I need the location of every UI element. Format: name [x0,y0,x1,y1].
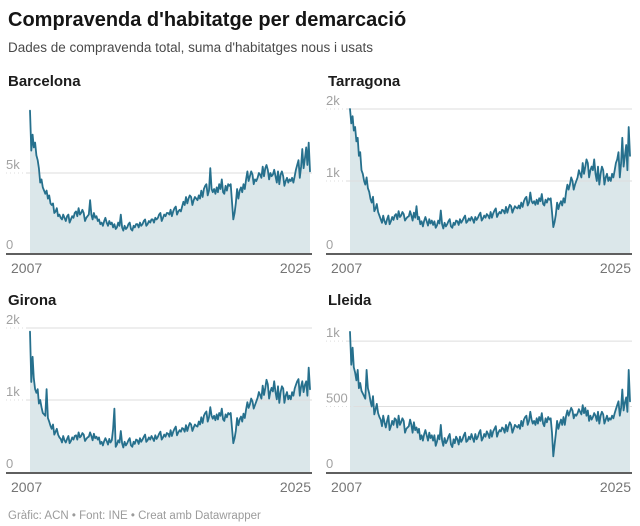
line-chart-lleida: 0 500 1k [326,325,632,474]
y-tick-label: 0 [6,456,13,471]
chart-panel-tarragona: Tarragona 0 1k 2k 2007 2025 [326,72,632,277]
panel-title-tarragona: Tarragona [328,73,401,90]
x-axis-labels: 2007 2025 [326,476,632,496]
chart-panel-girona: Girona 0 1k 2k 2007 2025 [6,291,312,496]
x-axis-labels: 2007 2025 [326,257,632,277]
x-tick-last: 2025 [279,479,311,495]
x-tick-first: 2007 [331,479,363,495]
y-tick-label: 1k [326,325,340,340]
y-tick-label: 0 [6,237,13,252]
area-fill [30,110,310,253]
x-tick-first: 2007 [11,260,43,276]
area-fill [30,331,310,472]
chart-header: Compravenda d'habitatge per demarcació D… [6,8,632,57]
chart-subtitle: Dades de compravenda total, suma d'habit… [8,40,374,55]
y-tick-label: 2k [6,312,20,327]
x-tick-last: 2025 [599,260,631,276]
panel-title-lleida: Lleida [328,292,372,309]
data-line [29,330,311,449]
y-tick-label: 0 [326,456,333,471]
line-chart-tarragona: 0 1k 2k [326,93,632,255]
x-axis-labels: 2007 2025 [6,476,312,496]
panel-title-girona: Girona [8,292,57,309]
y-tick-label: 0 [326,237,333,252]
y-tick-label: 5k [6,157,20,172]
x-axis-labels: 2007 2025 [6,257,312,277]
data-line [29,109,311,232]
chart-title: Compravenda d'habitatge per demarcació [8,9,407,31]
chart-panel-lleida: Lleida 0 500 1k 2007 2025 [326,291,632,496]
small-multiples-grid: Barcelona 0 5k 2007 2025 Tarragona 0 1k 2k … [6,72,632,496]
line-chart-girona: 0 1k 2k [6,312,312,474]
x-tick-last: 2025 [599,479,631,495]
x-tick-first: 2007 [331,260,363,276]
y-tick-label: 1k [6,384,20,399]
y-tick-label: 500 [326,391,348,406]
area-fill [350,109,630,253]
chart-panel-barcelona: Barcelona 0 5k 2007 2025 [6,72,312,277]
line-chart-barcelona: 0 5k [6,109,312,255]
y-tick-label: 2k [326,93,340,108]
data-line [349,108,631,230]
x-tick-last: 2025 [279,260,311,276]
panel-title-barcelona: Barcelona [8,73,81,90]
data-line [349,331,631,458]
x-tick-first: 2007 [11,479,43,495]
y-tick-label: 1k [326,165,340,180]
area-fill [350,331,630,472]
attribution-line: Gràfic: ACN • Font: INE • Creat amb Data… [8,510,261,522]
